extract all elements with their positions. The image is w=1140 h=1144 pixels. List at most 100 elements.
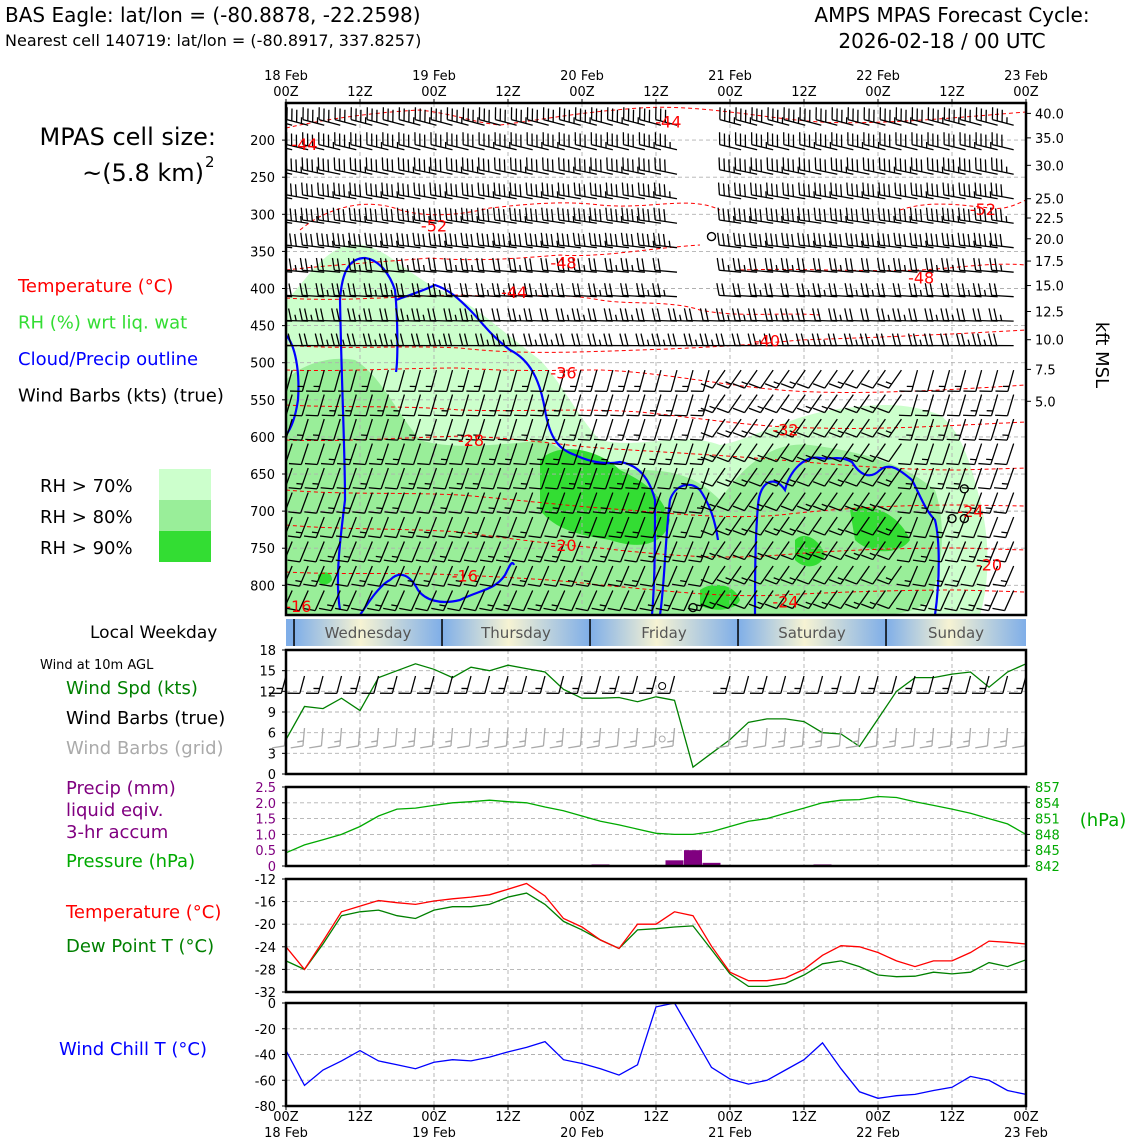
barb-flag — [749, 408, 761, 412]
wind-barb — [624, 107, 645, 125]
rh-legend-label: RH > 70% — [40, 476, 133, 497]
barb-flag — [289, 464, 301, 465]
barb-flag — [649, 159, 650, 171]
barb-flag — [611, 208, 612, 220]
barb-flag — [561, 309, 564, 321]
barb-flag — [562, 283, 564, 295]
barb-flag — [828, 334, 831, 346]
barb-flag — [830, 208, 831, 220]
station-title: BAS Eagle: lat/lon = (-80.8878, -22.2598… — [5, 3, 421, 27]
barb-flag — [398, 183, 399, 195]
pressure-tick-label: 450 — [250, 320, 275, 335]
barb-flag — [717, 258, 719, 270]
barb-flag — [729, 159, 730, 171]
barb-half-flag — [371, 741, 377, 742]
temp-legend-item: Temperature (°C) — [65, 902, 221, 923]
wind-barb — [928, 107, 949, 125]
barb-flag — [866, 309, 869, 321]
wind-barb — [335, 107, 356, 125]
barb-flag — [520, 184, 521, 196]
barb-half-flag — [774, 382, 780, 384]
barb-flag — [273, 439, 285, 440]
barb-flag — [456, 184, 457, 196]
barb-flag — [382, 183, 383, 195]
barb-flag — [722, 258, 724, 270]
barb-staff — [1007, 444, 1014, 465]
barb-flag — [915, 208, 916, 220]
wind-barb — [334, 157, 356, 174]
barb-staff — [836, 676, 841, 693]
wind-barb — [915, 370, 933, 391]
barb-flag — [610, 258, 612, 270]
wind-barb — [751, 157, 773, 174]
barb-flag — [524, 334, 527, 346]
barb-flag — [850, 309, 853, 321]
barb-staff — [892, 676, 897, 693]
barb-flag — [636, 334, 639, 346]
barb-flag — [578, 283, 580, 295]
barb-flag — [659, 183, 660, 195]
barb-flag — [402, 208, 403, 220]
barb-staff — [321, 728, 323, 746]
wind-barb-grid — [994, 728, 1008, 748]
wind-barb — [639, 157, 661, 174]
barb-flag — [556, 308, 559, 320]
barb-flag — [497, 464, 509, 465]
barb-half-flag — [776, 315, 777, 321]
barb-flag — [385, 464, 397, 465]
panel-frame — [286, 787, 1026, 866]
barb-flag — [305, 439, 317, 440]
barb-flag — [323, 183, 324, 195]
barb-flag — [948, 183, 949, 195]
barb-flag — [510, 183, 511, 195]
pressure-tick-label: 842 — [1035, 860, 1060, 875]
y-tick-label: 2.5 — [255, 781, 276, 796]
wind-barb — [654, 208, 677, 224]
rh-legend: RH > 70%RH > 80%RH > 90% — [40, 469, 211, 562]
wind-barb — [319, 107, 340, 125]
barb-staff — [488, 728, 490, 746]
wind-barb-true — [713, 676, 730, 693]
wind-barb — [447, 132, 469, 149]
altitude-tick-label: 40.0 — [1035, 107, 1064, 122]
barb-flag — [852, 158, 853, 170]
pressure-tick-label: 250 — [250, 171, 275, 186]
barb-flag — [499, 183, 500, 195]
barb-flag — [797, 258, 799, 270]
barb-flag — [563, 183, 564, 195]
wind-barb-true — [639, 676, 656, 693]
barb-staff — [395, 728, 397, 746]
barb-flag — [829, 258, 831, 270]
barb-flag — [964, 158, 965, 170]
barb-flag — [749, 258, 751, 270]
wind-barb — [573, 283, 597, 296]
barb-flag — [836, 183, 837, 195]
wind-barb — [800, 107, 821, 125]
barb-flag — [594, 439, 606, 440]
y-tick-label: 1.0 — [255, 828, 276, 843]
weekday-name: Friday — [641, 624, 687, 642]
barb-staff — [990, 468, 997, 489]
barb-flag — [295, 234, 297, 246]
barb-flag — [804, 158, 805, 170]
barb-staff — [671, 370, 677, 391]
barb-flag — [365, 746, 377, 748]
wind-barb-grid — [402, 728, 416, 748]
barb-flag — [272, 536, 284, 538]
barb-flag — [514, 233, 516, 245]
top-axis-date: 20 Feb — [560, 69, 604, 84]
wind-barb — [476, 283, 500, 296]
barb-flag — [659, 233, 661, 245]
wind-barb-grid — [735, 728, 749, 748]
barb-flag — [632, 184, 633, 196]
barb-flag — [567, 234, 569, 246]
barb-flag — [980, 183, 981, 195]
barb-flag — [840, 234, 842, 246]
barb-flag — [461, 233, 463, 245]
barb-flag — [540, 308, 543, 320]
wind-barb-grid — [901, 728, 915, 748]
barb-flag — [911, 183, 912, 195]
barb-flag — [690, 439, 702, 440]
barb-half-flag — [585, 484, 591, 485]
